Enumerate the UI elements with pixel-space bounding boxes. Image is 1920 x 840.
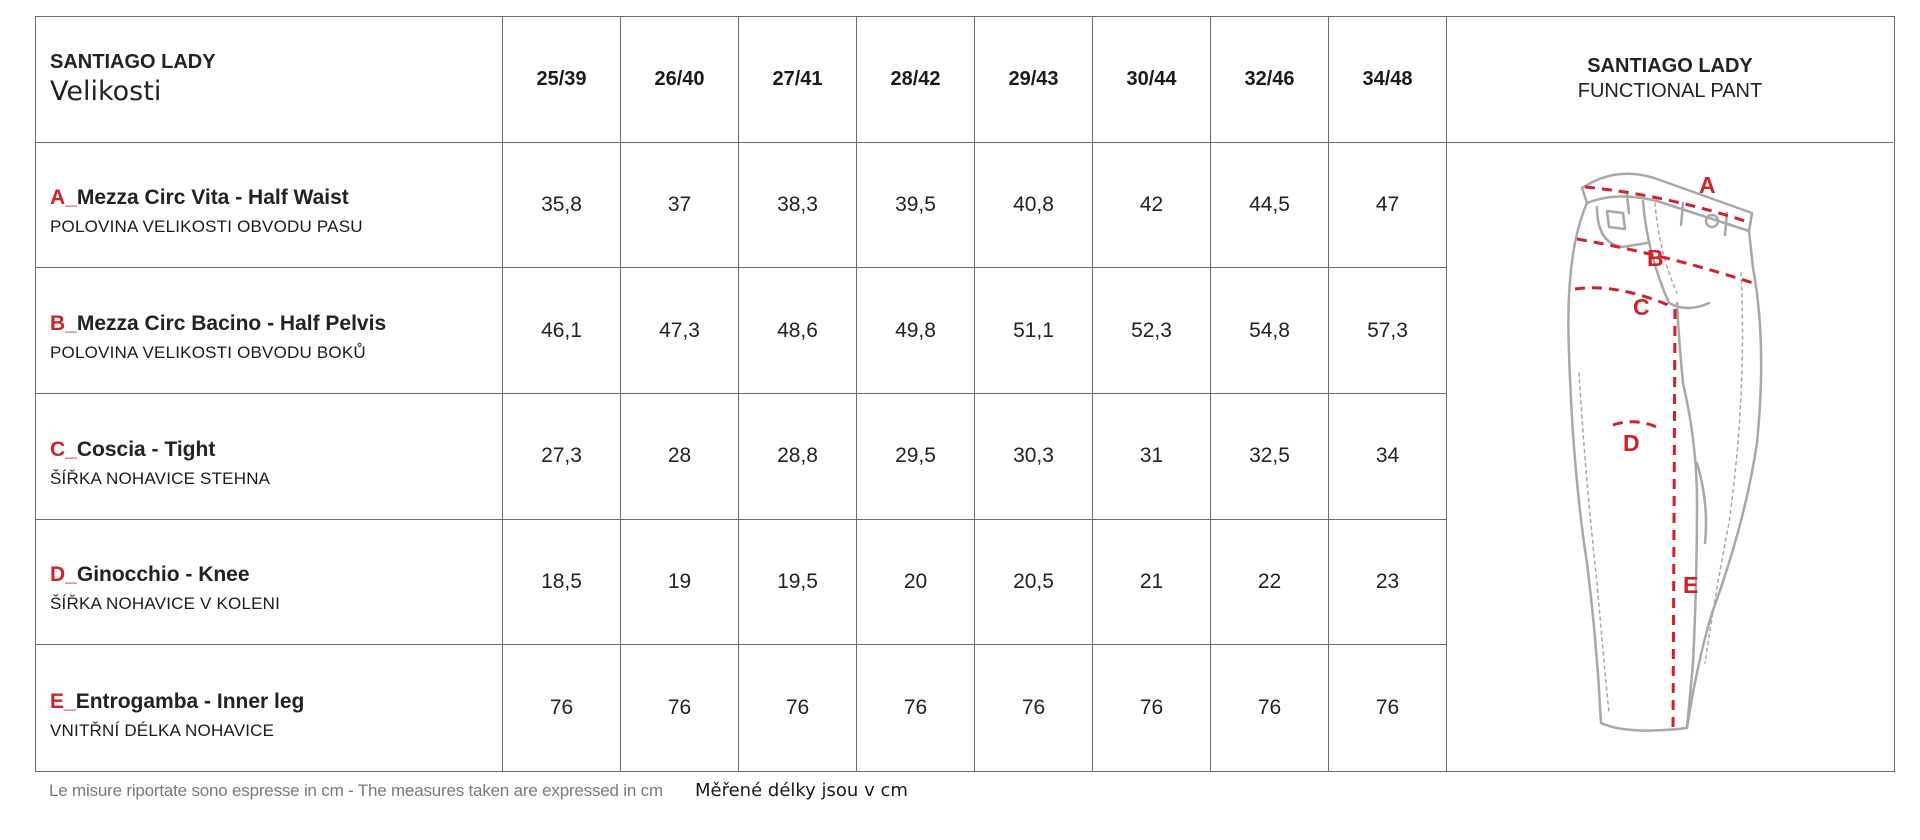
footnote-it-en: Le misure riportate sono espresse in cm … — [49, 781, 663, 800]
size-header: 30/44 — [1093, 17, 1211, 143]
value-cell: 39,5 — [857, 142, 975, 269]
value-cell: 76 — [621, 645, 739, 771]
measure-label-d: D_Ginocchio - Knee ŠÍŘKA NOHAVICE V KOLE… — [36, 519, 503, 646]
value-cell: 76 — [503, 645, 621, 771]
value-cell: 30,3 — [975, 393, 1093, 520]
value-cell: 21 — [1093, 519, 1211, 646]
size-header: 29/43 — [975, 17, 1093, 143]
value-cell: 23 — [1329, 519, 1447, 646]
value-cell: 54,8 — [1211, 268, 1329, 394]
value-cell: 57,3 — [1329, 268, 1447, 394]
diagram-label-c: C — [1633, 294, 1650, 320]
product-header-cell: SANTIAGO LADY FUNCTIONAL PANT — [1447, 17, 1893, 143]
diagram-label-e: E — [1683, 572, 1698, 598]
size-chart-table: SANTIAGO LADY Velikosti 25/39 26/40 27/4… — [35, 16, 1895, 772]
measure-letter: D_ — [50, 563, 77, 587]
measure-name: Mezza Circ Bacino - Half Pelvis — [76, 312, 387, 336]
size-header: 32/46 — [1211, 17, 1329, 143]
size-header: 26/40 — [621, 17, 739, 143]
measure-label-a: A_Mezza Circ Vita - Half Waist POLOVINA … — [36, 142, 503, 269]
value-cell: 22 — [1211, 519, 1329, 646]
pant-outline — [1567, 172, 1763, 732]
value-cell: 29,5 — [857, 393, 975, 520]
measure-letter: A_ — [50, 186, 77, 210]
brand-title: SANTIAGO LADY — [50, 51, 216, 74]
value-cell: 44,5 — [1211, 142, 1329, 269]
value-cell: 35,8 — [503, 142, 621, 269]
value-cell: 18,5 — [503, 519, 621, 646]
measure-name: Coscia - Tight — [76, 437, 216, 461]
product-title: SANTIAGO LADY — [1587, 55, 1753, 78]
value-cell: 19 — [621, 519, 739, 646]
sizes-label: Velikosti — [50, 76, 162, 108]
brand-header-cell: SANTIAGO LADY Velikosti — [36, 17, 503, 143]
value-cell: 76 — [975, 645, 1093, 771]
measure-subtitle: ŠÍŘKA NOHAVICE STEHNA — [50, 468, 271, 488]
size-header: 28/42 — [857, 17, 975, 143]
diagram-label-a: A — [1699, 172, 1716, 198]
value-cell: 51,1 — [975, 268, 1093, 394]
size-header: 27/41 — [739, 17, 857, 143]
size-header: 25/39 — [503, 17, 621, 143]
measure-subtitle: POLOVINA VELIKOSTI OBVODU PASU — [50, 217, 363, 237]
value-cell: 38,3 — [739, 142, 857, 269]
measure-lines — [1574, 185, 1754, 733]
value-cell: 49,8 — [857, 268, 975, 394]
value-cell: 76 — [1329, 645, 1447, 771]
diagram-label-b: B — [1647, 245, 1664, 271]
size-header: 34/48 — [1329, 17, 1447, 143]
value-cell: 76 — [1211, 645, 1329, 771]
measure-subtitle: ŠÍŘKA NOHAVICE V KOLENI — [50, 594, 281, 614]
value-cell: 76 — [1093, 645, 1211, 771]
measure-letter: E_ — [50, 689, 76, 713]
value-cell: 20 — [857, 519, 975, 646]
pant-diagram-cell: A B C D E — [1447, 143, 1893, 771]
value-cell: 52,3 — [1093, 268, 1211, 394]
value-cell: 20,5 — [975, 519, 1093, 646]
pant-diagram: A B C D E — [1567, 172, 1763, 733]
measure-name: Mezza Circ Vita - Half Waist — [76, 186, 349, 210]
value-cell: 34 — [1329, 393, 1447, 520]
product-subtitle: FUNCTIONAL PANT — [1577, 80, 1763, 103]
value-cell: 47 — [1329, 142, 1447, 269]
value-cell: 37 — [621, 142, 739, 269]
measure-label-b: B_Mezza Circ Bacino - Half Pelvis POLOVI… — [36, 268, 503, 394]
measure-subtitle: VNITŘNÍ DÉLKA NOHAVICE — [50, 720, 275, 740]
value-cell: 40,8 — [975, 142, 1093, 269]
measure-letter: C_ — [50, 437, 77, 461]
value-cell: 47,3 — [621, 268, 739, 394]
value-cell: 32,5 — [1211, 393, 1329, 520]
value-cell: 76 — [739, 645, 857, 771]
value-cell: 76 — [857, 645, 975, 771]
value-cell: 42 — [1093, 142, 1211, 269]
value-cell: 28 — [621, 393, 739, 520]
value-cell: 31 — [1093, 393, 1211, 520]
value-cell: 48,6 — [739, 268, 857, 394]
measure-subtitle: POLOVINA VELIKOSTI OBVODU BOKŮ — [50, 343, 366, 363]
measure-name: Entrogamba - Inner leg — [75, 689, 305, 713]
value-cell: 28,8 — [739, 393, 857, 520]
measure-label-e: E_Entrogamba - Inner leg VNITŘNÍ DÉLKA N… — [36, 645, 503, 771]
value-cell: 46,1 — [503, 268, 621, 394]
measure-label-c: C_Coscia - Tight ŠÍŘKA NOHAVICE STEHNA — [36, 393, 503, 520]
measure-letter: B_ — [50, 312, 77, 336]
diagram-label-d: D — [1623, 430, 1640, 456]
value-cell: 19,5 — [739, 519, 857, 646]
footnote-cz: Měřené délky jsou v cm — [695, 780, 908, 801]
measure-name: Ginocchio - Knee — [76, 563, 250, 587]
value-cell: 27,3 — [503, 393, 621, 520]
